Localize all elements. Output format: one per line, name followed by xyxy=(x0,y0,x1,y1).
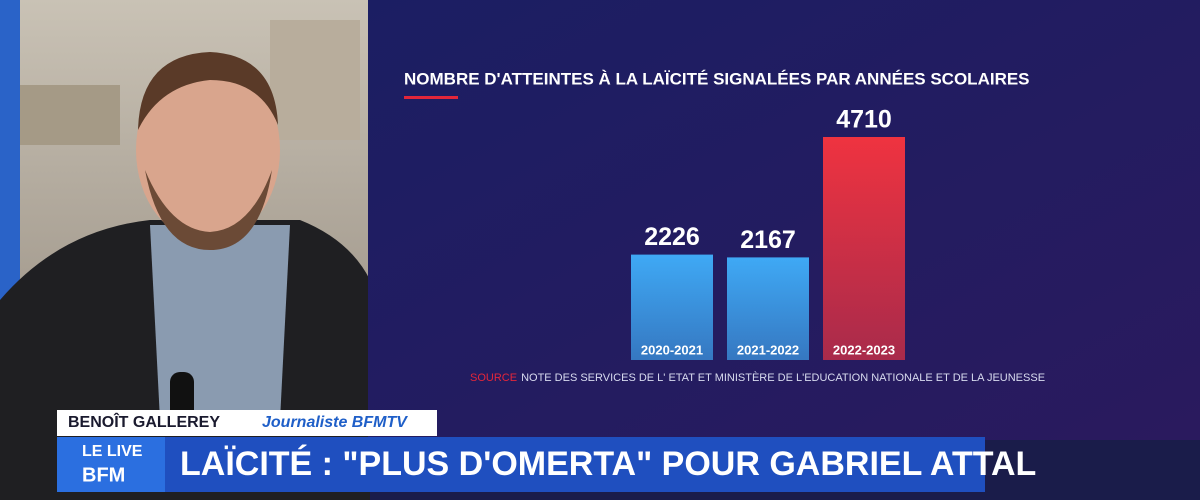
value-label: 2226 xyxy=(644,223,700,251)
title-underline xyxy=(404,96,458,99)
beard xyxy=(145,170,272,250)
hair xyxy=(138,52,278,130)
frame-edge xyxy=(0,0,20,350)
chart-panel xyxy=(368,0,1200,440)
bar xyxy=(727,257,809,360)
bar xyxy=(823,137,905,360)
value-label: 4710 xyxy=(836,106,892,134)
logo-top: LE LIVE xyxy=(82,443,143,460)
building xyxy=(270,20,360,140)
source-line: SOURCE NOTE DES SERVICES DE L' ETAT ET MI… xyxy=(470,371,1045,384)
source-text: NOTE DES SERVICES DE L' ETAT ET MINISTÈR… xyxy=(521,371,1045,384)
building xyxy=(20,85,120,145)
category-label: 2022-2023 xyxy=(833,342,895,357)
headline-strip xyxy=(57,437,985,492)
value-label: 2167 xyxy=(740,226,796,254)
source-label: SOURCE xyxy=(470,372,517,384)
chart-title: NOMBRE D'ATTEINTES À LA LAÏCITÉ SIGNALÉE… xyxy=(404,69,1030,88)
logo-box xyxy=(57,437,165,492)
guest-name: BENOÎT GALLEREY xyxy=(68,412,220,431)
bar-group: 2226 2020-2021 2167 2021-2022 4710 2022-2023 xyxy=(631,106,905,360)
category-label: 2021-2022 xyxy=(737,342,799,357)
headline: LAÏCITÉ : "PLUS D'OMERTA" POUR GABRIEL A… xyxy=(180,445,1036,483)
bar xyxy=(631,254,713,360)
face xyxy=(136,58,280,242)
guest-role: Journaliste BFMTV xyxy=(262,414,408,431)
name-strip xyxy=(57,410,437,436)
category-label: 2020-2021 xyxy=(641,342,703,357)
logo-bottom: BFM xyxy=(82,464,125,486)
shirt xyxy=(150,225,290,420)
